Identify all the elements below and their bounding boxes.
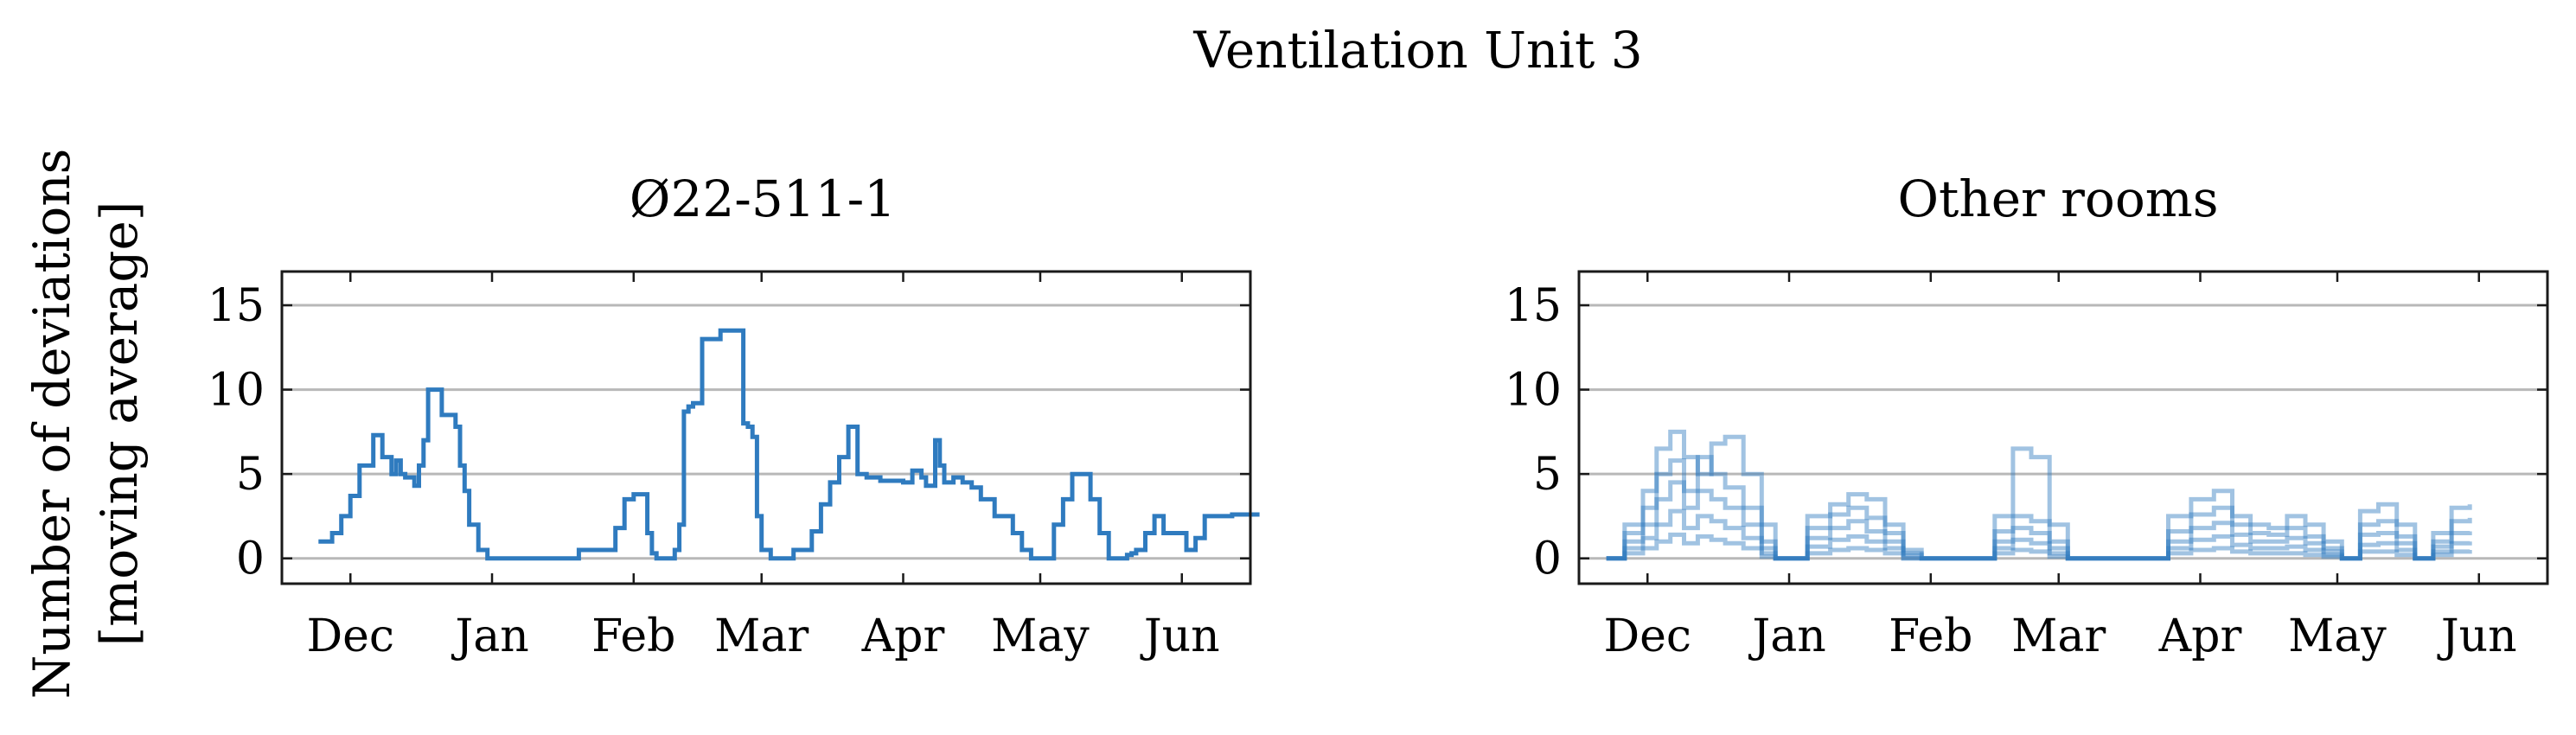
series-line	[1606, 455, 2472, 561]
x-tick-label: Feb	[1889, 610, 1972, 662]
figure-title: Ventilation Unit 3	[1192, 21, 1642, 80]
x-tick-label: Jan	[451, 610, 528, 662]
series-line	[1606, 429, 2472, 561]
x-tick-label: Jan	[1748, 610, 1825, 662]
x-tick-label: Feb	[591, 610, 675, 662]
x-tick-label: Jun	[2437, 610, 2517, 662]
x-tick-label: May	[2288, 610, 2387, 662]
y-tick-label: 5	[236, 449, 265, 501]
x-tick-label: Dec	[306, 610, 394, 662]
y-tick-label: 10	[208, 365, 265, 417]
y-tick-label: 10	[1505, 365, 1562, 417]
x-tick-label: Apr	[861, 610, 945, 662]
y-tick-label: 5	[1533, 449, 1562, 501]
plot-frame	[1577, 270, 2549, 585]
series-line	[318, 328, 1260, 561]
y-axis-label: Number of deviations [moving average]	[22, 149, 149, 700]
subplot-left-title: Ø22-511-1	[630, 169, 896, 228]
y-axis-label-line1: Number of deviations	[22, 149, 81, 700]
x-tick-label: Jun	[1140, 610, 1220, 662]
subplot-right: Other rooms 0 5 10 15 Dec Jan Feb Mar Apr May Jun	[1505, 169, 2549, 662]
x-tick-label: Apr	[2158, 610, 2242, 662]
series-line	[1606, 480, 2472, 561]
x-tick-label: Mar	[2011, 610, 2106, 662]
subplot-right-title: Other rooms	[1897, 169, 2218, 228]
y-axis-label-line2: [moving average]	[90, 201, 149, 647]
y-tick-label: 15	[1505, 280, 1562, 332]
x-tick-label: Dec	[1603, 610, 1691, 662]
x-tick-label: May	[991, 610, 1090, 662]
subplot-left: Ø22-511-1 0 5 10 15 Dec Jan Feb Mar Apr May Jun	[208, 169, 1260, 662]
y-tick-label: 0	[1533, 534, 1562, 585]
series-line	[1606, 532, 2472, 561]
series-line	[1606, 508, 2472, 561]
plot-frame	[280, 270, 1252, 585]
y-tick-label: 0	[236, 534, 265, 585]
x-tick-label: Mar	[714, 610, 809, 662]
y-tick-label: 15	[208, 280, 265, 332]
